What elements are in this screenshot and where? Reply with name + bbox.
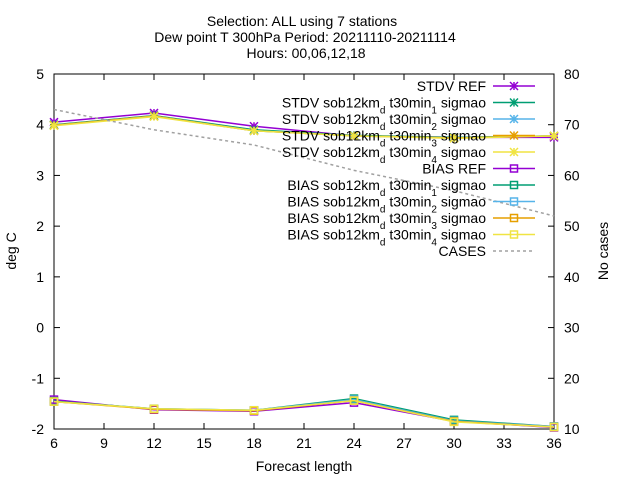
x-tick-label: 9: [100, 435, 108, 451]
x-tick-label: 30: [446, 435, 462, 451]
y2-tick-label: 80: [564, 66, 580, 82]
legend-label: STDV REF: [417, 78, 486, 94]
legend-marker: [509, 197, 519, 206]
data-point: [349, 131, 359, 141]
data-point: [49, 397, 59, 406]
legend-marker: [509, 97, 519, 108]
series-line: [53, 115, 555, 140]
legend-marker: [509, 180, 519, 190]
y-tick-label: -1: [32, 370, 45, 386]
data-point: [49, 121, 59, 131]
y2-tick-label: 40: [564, 269, 580, 285]
x-tick-label: 36: [546, 435, 562, 451]
series-10: [53, 108, 555, 217]
y-tick-label: 2: [36, 218, 44, 234]
x-tick-label: 33: [496, 435, 512, 451]
legend-label: BIAS sob12kmd t30min4 sigmao: [287, 227, 486, 249]
y-tick-label: -2: [32, 421, 45, 437]
x-tick-label: 24: [346, 435, 362, 451]
y-tick-label: 5: [36, 66, 44, 82]
y-tick-label: 1: [36, 269, 44, 285]
legend-label: STDV sob12kmd t30min2 sigmao: [282, 111, 486, 133]
y2-tick-label: 60: [564, 167, 580, 183]
data-point: [149, 404, 159, 413]
legend-marker: [509, 164, 519, 173]
y2-tick-label: 10: [564, 421, 580, 437]
legend-item: BIAS sob12kmd t30min2 sigmao: [287, 194, 535, 216]
x-tick-label: 27: [396, 435, 412, 451]
legend-item: BIAS sob12kmd t30min3 sigmao: [287, 210, 535, 232]
y-axis-label: deg C: [3, 232, 19, 269]
data-point: [149, 112, 159, 122]
title-line-2: Dew point T 300hPa Period: 20211110-2021…: [154, 29, 456, 45]
legend-item: BIAS sob12kmd t30min1 sigmao: [287, 177, 535, 199]
title-line-3: Hours: 00,06,12,18: [246, 45, 365, 61]
data-point: [249, 405, 259, 415]
series-line: [53, 399, 555, 428]
y2-tick-label: 30: [564, 320, 580, 336]
legend-label: STDV sob12kmd t30min1 sigmao: [282, 95, 486, 117]
series-4: [49, 112, 559, 143]
data-point: [549, 422, 559, 432]
y2-tick-label: 50: [564, 218, 580, 234]
y2-axis-label: No cases: [595, 222, 611, 280]
x-tick-label: 21: [296, 435, 312, 451]
series-line: [53, 108, 555, 217]
legend-item: STDV sob12kmd t30min1 sigmao: [282, 95, 535, 117]
legend-label: BIAS REF: [422, 161, 486, 177]
legend-label: STDV sob12kmd t30min4 sigmao: [282, 144, 486, 166]
data-point: [249, 126, 259, 136]
legend-item: CASES: [439, 243, 535, 259]
legend-item: STDV sob12kmd t30min2 sigmao: [282, 111, 535, 133]
legend-item: BIAS sob12kmd t30min4 sigmao: [287, 227, 535, 249]
legend-marker: [509, 81, 519, 91]
y-tick-label: 3: [36, 167, 44, 183]
data-point: [549, 131, 559, 141]
legend-marker: [509, 213, 519, 223]
legend-item: STDV sob12kmd t30min4 sigmao: [282, 144, 535, 166]
data-point: [449, 417, 459, 427]
legend-label: CASES: [439, 243, 486, 259]
x-axis-ticks: 6 9 12 15 18 21 24 27 30 33 36: [50, 74, 562, 451]
legend-item: STDV sob12kmd t30min3 sigmao: [282, 128, 535, 150]
legend-label: STDV sob12kmd t30min3 sigmao: [282, 128, 486, 150]
series-9: [49, 396, 559, 432]
x-tick-label: 12: [146, 435, 162, 451]
legend-marker: [509, 230, 519, 239]
y-tick-label: 4: [36, 117, 44, 133]
series-layer: [49, 108, 559, 432]
x-tick-label: 18: [246, 435, 262, 451]
title-line-1: Selection: ALL using 7 stations: [207, 13, 397, 29]
x-axis-label: Forecast length: [256, 458, 353, 474]
x-tick-label: 15: [196, 435, 212, 451]
chart-title: Selection: ALL using 7 stations Dew poin…: [154, 13, 456, 61]
x-tick-label: 6: [50, 435, 58, 451]
legend-item: BIAS REF: [422, 161, 535, 177]
data-point: [449, 133, 459, 143]
legend-label: BIAS sob12kmd t30min2 sigmao: [287, 194, 486, 216]
legend-label: BIAS sob12kmd t30min1 sigmao: [287, 177, 486, 199]
legend-marker: [509, 130, 519, 141]
y2-tick-label: 70: [564, 117, 580, 133]
legend-marker: [509, 114, 519, 124]
y-axis-ticks: -2 -1 0 1 2 3 4 5: [32, 66, 60, 437]
y2-axis-ticks: 10 20 30 40 50 60 70 80: [548, 66, 580, 437]
legend-label: BIAS sob12kmd t30min3 sigmao: [287, 210, 486, 232]
legend-item: STDV REF: [417, 78, 535, 94]
data-point: [349, 396, 359, 405]
y-tick-label: 0: [36, 320, 44, 336]
legend-marker: [509, 147, 519, 157]
y2-tick-label: 20: [564, 370, 580, 386]
